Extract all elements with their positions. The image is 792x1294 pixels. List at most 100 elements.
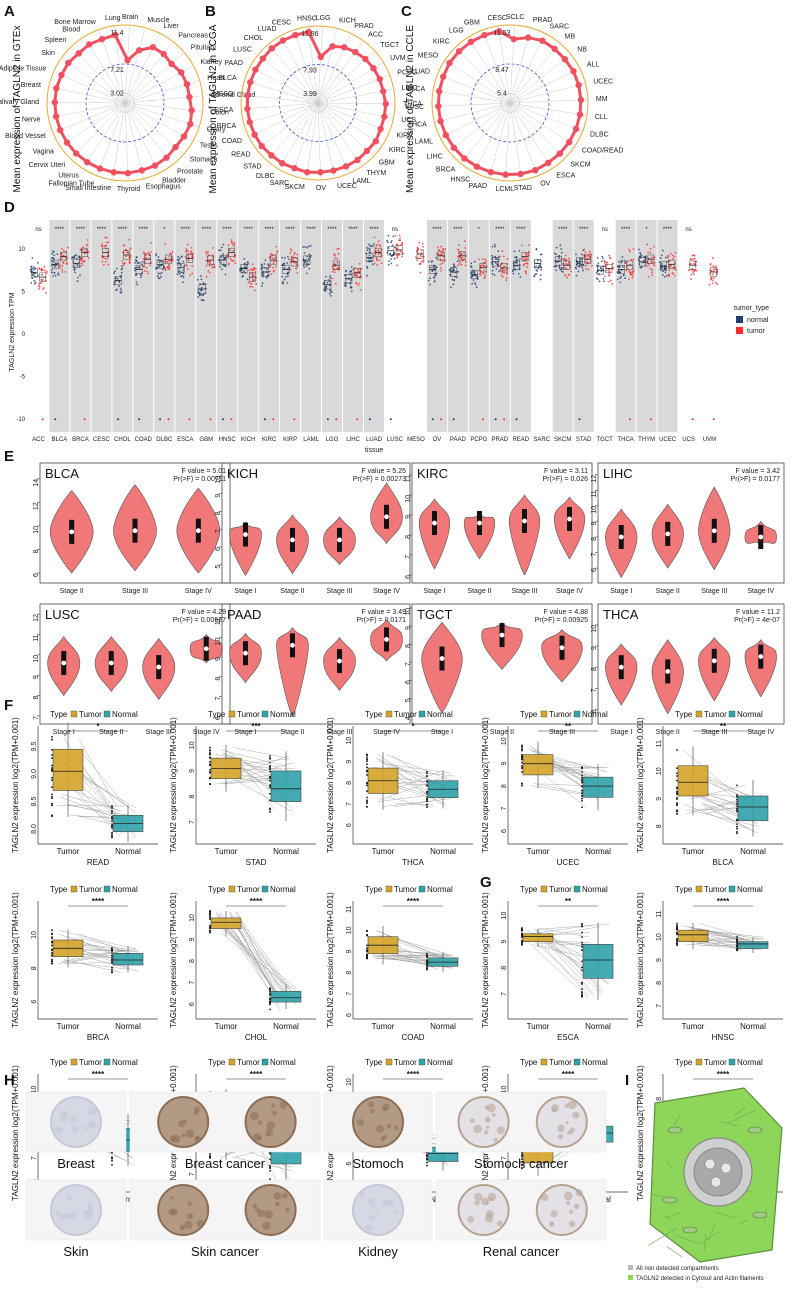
paired-ytick: 7	[501, 1156, 508, 1160]
radar-spoke	[444, 59, 511, 104]
panel-d-point-normal	[157, 266, 159, 269]
panel-d-point-normal	[326, 281, 329, 284]
paired-point-normal	[426, 955, 428, 957]
panel-d-point-normal	[429, 266, 432, 269]
paired-legend-tumor: Tumor	[237, 885, 260, 894]
panel-d-point-tumor	[647, 275, 650, 278]
panel-d-point-normal	[472, 279, 475, 281]
panel-d-point-normal	[305, 272, 308, 275]
panel-d-point-normal	[367, 257, 370, 260]
panel-d-point-normal	[182, 281, 184, 284]
panel-d-point-normal	[575, 253, 577, 256]
paired-legend-type: Type	[365, 1058, 383, 1067]
panel-d-point-normal	[119, 276, 122, 279]
panel-d-point-normal	[369, 245, 372, 247]
panel-d-point-normal	[288, 258, 290, 261]
panel-d-point-normal	[368, 247, 371, 250]
panel-d-point-normal	[303, 261, 306, 264]
violin-median-point	[618, 534, 624, 540]
paired-point-tumor	[676, 802, 678, 805]
violin-median-point	[384, 514, 389, 520]
paired-point-tumor	[676, 938, 678, 941]
paired-sig-label: ****	[92, 1070, 105, 1079]
panel-d-point-tumor	[252, 274, 255, 277]
panel-d-outlier-normal	[54, 418, 57, 421]
ihc-stain-spot	[59, 1214, 66, 1221]
panel-d-point-normal	[283, 266, 286, 269]
panel-d-tissue-label: DLBC	[156, 437, 173, 443]
panel-d-point-normal	[324, 279, 326, 282]
paired-ytick: 9.0	[31, 769, 38, 779]
radar-spoke	[82, 102, 126, 169]
panel-d-point-tumor	[100, 244, 103, 247]
panel-d-point-tumor	[416, 259, 419, 262]
panel-d-point-tumor	[64, 271, 67, 273]
panel-d-point-normal	[638, 259, 640, 262]
panel-d-point-tumor	[689, 258, 692, 261]
violin-p-value: Pr(>F) = 0.0171	[357, 617, 407, 624]
violin-stage-label: Stage II	[280, 729, 304, 736]
panel-d-point-normal	[265, 276, 268, 279]
ihc-stain-spot	[59, 1113, 68, 1122]
panel-d-point-normal	[515, 258, 518, 261]
violin-ytick: 10	[591, 506, 598, 514]
radar-axis-label: Kidney	[201, 59, 223, 66]
panel-d-point-normal	[329, 277, 332, 280]
radar-point	[382, 100, 389, 108]
paired-legend-tumor: Tumor	[549, 1058, 572, 1067]
violin-stage-label: Stage IV	[373, 588, 400, 595]
radar-axis-label: BLCA	[407, 86, 426, 93]
panel-d-point-tumor	[465, 255, 468, 257]
radar-point	[188, 107, 195, 114]
cell-nucleolus	[710, 1176, 722, 1188]
paired-point-tumor	[51, 776, 53, 779]
radar-axis-label: Adipose Tissue	[0, 65, 46, 72]
paired-point-tumor	[366, 758, 368, 761]
panel-d-point-tumor	[625, 269, 628, 272]
radar-point	[329, 43, 336, 50]
panel-d-point-normal	[113, 272, 116, 274]
radar-spoke	[48, 86, 126, 104]
panel-d-point-normal	[601, 268, 604, 271]
panel-d-point-tumor	[396, 256, 399, 259]
panel-d-point-normal	[138, 267, 141, 270]
radar-axis-label: THCA	[408, 122, 427, 129]
panel-d-point-tumor	[61, 265, 64, 267]
violin-ytick: 7	[215, 529, 222, 533]
panel-d-point-normal	[242, 270, 245, 273]
paired-point-normal	[581, 981, 583, 984]
panel-d-point-tumor	[40, 278, 43, 281]
violin-ytick: 10	[33, 655, 40, 663]
panel-d-point-normal	[200, 278, 203, 281]
paired-point-normal	[269, 992, 271, 995]
radar-axis-label: COAD/READ	[582, 147, 624, 154]
paired-legend-tumor: Tumor	[394, 1058, 417, 1067]
panel-d-point-normal	[222, 253, 225, 255]
panel-d-point-normal	[432, 265, 435, 268]
paired-connect-line	[76, 769, 137, 814]
paired-legend-normal: Normal	[112, 710, 138, 719]
radar-spoke	[124, 52, 185, 104]
panel-d-point-tumor	[79, 259, 82, 261]
paired-connect-line	[232, 758, 291, 766]
paired-point-tumor	[521, 929, 523, 932]
panel-d-point-tumor	[171, 260, 174, 262]
paired-ylabel: TAGLN2 expression log2(TPM+0.001)	[11, 1065, 20, 1201]
paired-point-normal	[269, 987, 271, 990]
radar-axis-label: Adrenal Gland	[211, 92, 256, 99]
paired-point-normal	[581, 785, 583, 788]
radar-ring-label: 11.86	[302, 31, 319, 38]
panel-d-point-normal	[534, 273, 537, 276]
panel-d-point-normal	[664, 271, 667, 274]
violin-title: BLCA	[45, 466, 79, 481]
violin-f-value: F value = 4.88	[543, 609, 588, 616]
panel-d-point-tumor	[87, 256, 90, 259]
panel-d-point-tumor	[207, 260, 210, 263]
paired-legend-normal: Normal	[270, 885, 296, 894]
panel-d-point-tumor	[170, 253, 173, 255]
panel-d-point-tumor	[352, 268, 355, 271]
paired-xtick-normal: Normal	[740, 1022, 766, 1031]
radar-point	[467, 38, 475, 46]
panel-d-point-normal	[452, 263, 455, 266]
